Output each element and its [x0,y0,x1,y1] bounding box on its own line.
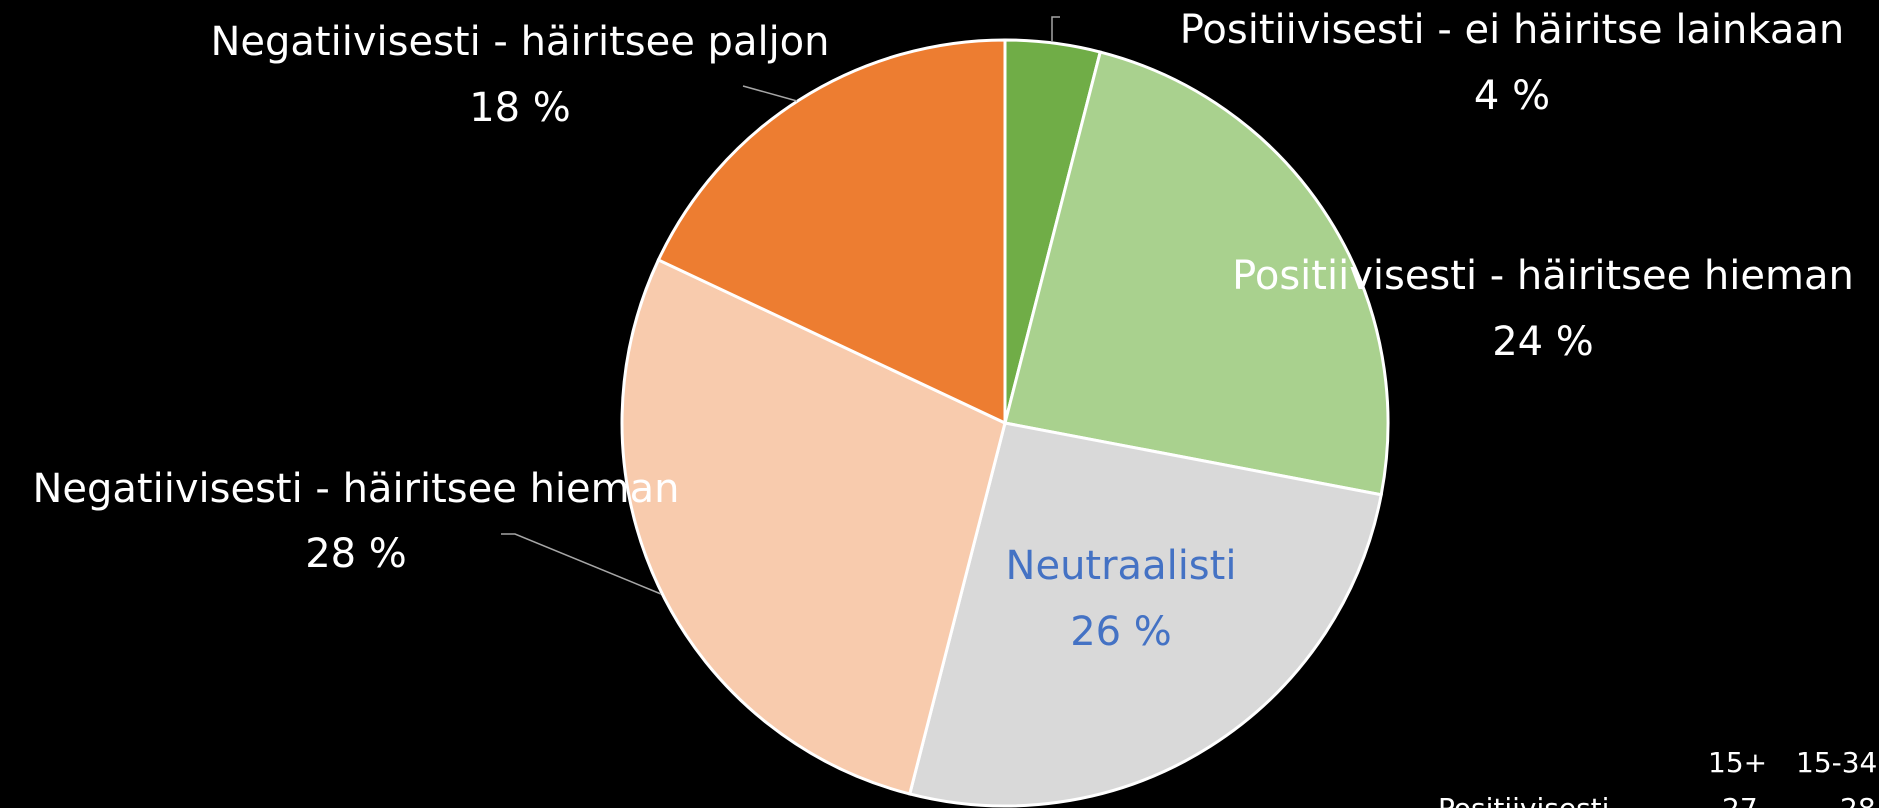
labels: Positiivisesti - ei häiritse lainkaan 4 %… [33,7,1854,655]
value-label: 24 % [1492,319,1594,365]
table-cell: 28 [1840,792,1876,808]
pie-slice [656,38,1007,426]
slice-label: Neutraalisti [1006,543,1237,589]
pie-slice [620,257,1007,796]
slice-label: Negatiivisesti - häiritsee paljon [210,19,829,65]
slice-label: Positiivisesti - ei häiritse lainkaan [1180,7,1845,53]
table-cell: Positiivisesti [1438,792,1609,808]
value-label: 18 % [469,85,571,131]
value-label: 26 % [1070,609,1172,655]
leader-line [1051,16,1060,42]
pie-slice [907,421,1383,808]
value-label: 4 % [1474,73,1550,119]
slice-label: Negatiivisesti - häiritsee hieman [33,466,680,512]
table-header: 15+ [1708,746,1767,779]
pie [620,38,1390,808]
leader-line [501,533,662,595]
table-header: 15-34 [1796,746,1877,779]
table-cell: 27 [1722,792,1758,808]
slice-label: Positiivisesti - häiritsee hieman [1232,253,1854,299]
value-label: 28 % [305,531,407,577]
leader-line [742,85,798,102]
pie-slice [1003,50,1390,497]
